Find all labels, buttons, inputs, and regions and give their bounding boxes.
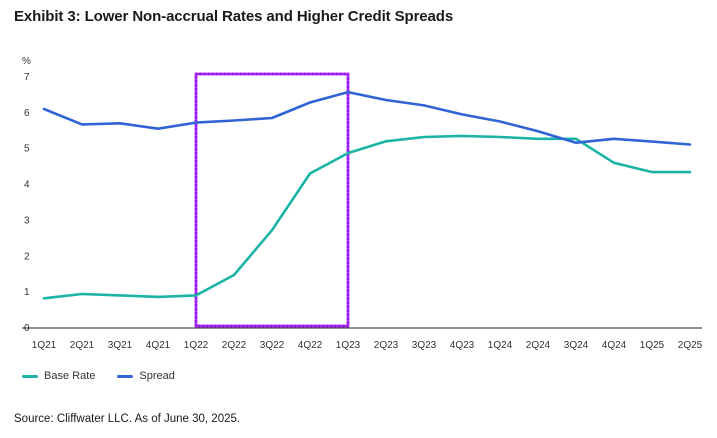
legend-swatch-spread — [117, 374, 134, 378]
legend-item-spread: Spread — [117, 370, 175, 382]
x-tick-label: 4Q21 — [146, 340, 171, 351]
y-tick-label: 5 — [24, 144, 30, 155]
x-tick-label: 2Q25 — [678, 340, 703, 351]
x-tick-label: 2Q22 — [222, 340, 247, 351]
x-tick-label: 2Q23 — [374, 340, 399, 351]
y-tick-label: 1 — [24, 287, 30, 298]
series-lines — [42, 90, 692, 300]
y-axis: 01234567 — [24, 72, 30, 334]
x-tick-label: 2Q21 — [70, 340, 95, 351]
series-line-base-rate — [42, 134, 692, 300]
highlight-box — [194, 72, 350, 328]
x-tick-label: 1Q23 — [336, 340, 361, 351]
x-axis: 1Q21 2Q21 3Q21 4Q21 1Q22 2Q22 3Q22 4Q22 1Q23 2Q23… — [32, 340, 703, 351]
x-tick-label: 4Q22 — [298, 340, 323, 351]
legend-label-spread: Spread — [139, 370, 175, 382]
x-tick-label: 3Q24 — [564, 340, 589, 351]
series-line-spread — [42, 90, 692, 146]
chart-title: Exhibit 3: Lower Non-accrual Rates and H… — [14, 8, 454, 25]
legend-item-base-rate: Base Rate — [22, 370, 95, 382]
y-tick-label: 4 — [24, 180, 30, 191]
y-unit-label: % — [22, 56, 31, 67]
legend-label-base-rate: Base Rate — [44, 370, 96, 382]
x-tick-label: 3Q21 — [108, 340, 133, 351]
y-tick-label: 2 — [24, 251, 30, 262]
y-tick-label: 7 — [24, 72, 30, 83]
y-tick-label: 3 — [24, 215, 30, 226]
legend-swatch-base-rate — [22, 374, 38, 378]
x-tick-label: 3Q23 — [412, 340, 437, 351]
x-tick-label: 4Q24 — [602, 340, 627, 351]
x-tick-label: 4Q23 — [450, 340, 475, 351]
x-tick-label: 3Q22 — [260, 340, 285, 351]
x-tick-label: 1Q21 — [32, 340, 57, 351]
x-tick-label: 2Q24 — [526, 340, 551, 351]
y-tick-label: 6 — [24, 108, 30, 119]
x-tick-label: 1Q22 — [184, 340, 209, 351]
x-tick-label: 1Q24 — [488, 340, 513, 351]
x-tick-label: 1Q25 — [640, 340, 665, 351]
legend: Base Rate Spread — [22, 370, 175, 382]
source-note: Source: Cliffwater LLC. As of June 30, 2… — [14, 413, 241, 425]
